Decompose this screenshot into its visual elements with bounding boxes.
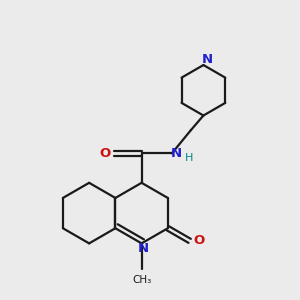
Text: O: O: [99, 147, 111, 160]
Text: O: O: [193, 234, 205, 248]
Text: N: N: [138, 242, 149, 255]
Text: H: H: [185, 153, 194, 164]
Text: N: N: [202, 53, 213, 67]
Text: CH₃: CH₃: [132, 275, 151, 285]
Text: N: N: [170, 147, 182, 160]
